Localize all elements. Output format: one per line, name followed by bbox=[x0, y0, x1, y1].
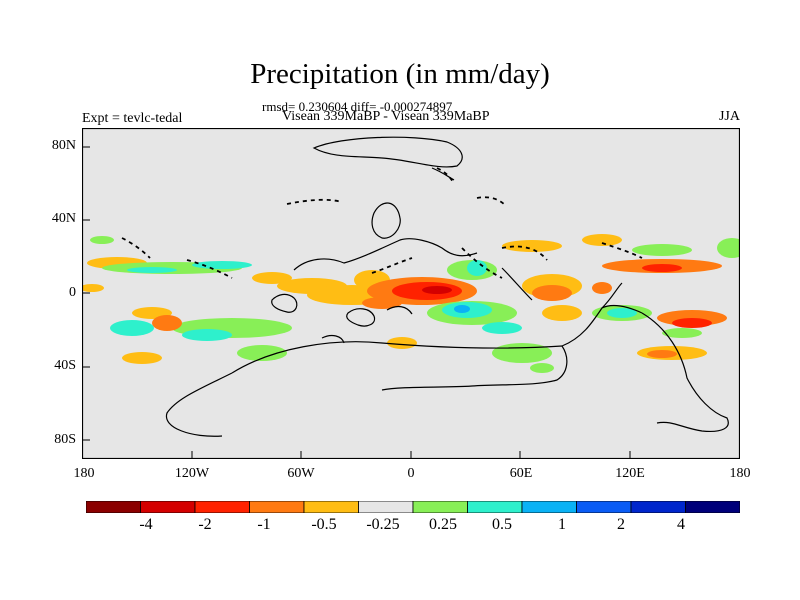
x-tick-label: 60W bbox=[287, 466, 315, 481]
anomaly-blob bbox=[592, 282, 612, 294]
x-tick-label: 0 bbox=[407, 466, 415, 481]
anomaly-blob bbox=[532, 285, 572, 301]
anomaly-blob bbox=[82, 284, 104, 292]
dashed-outlines bbox=[121, 167, 643, 279]
anomaly-blob bbox=[632, 244, 692, 256]
coastline bbox=[231, 304, 643, 374]
x-tick-label: 180 bbox=[73, 466, 95, 481]
precipitation-map bbox=[82, 128, 740, 459]
anomaly-blob bbox=[252, 272, 292, 284]
anomaly-blob bbox=[127, 267, 177, 273]
colorbar-swatch bbox=[140, 501, 196, 513]
colorbar-label: 0.5 bbox=[492, 516, 512, 533]
colorbar-label: 2 bbox=[617, 516, 625, 533]
colorbar-label: -4 bbox=[139, 516, 153, 533]
anomaly-blob bbox=[482, 322, 522, 334]
anomaly-blob bbox=[152, 315, 182, 331]
x-tick-label: 180 bbox=[729, 466, 751, 481]
island-outline bbox=[371, 257, 413, 274]
anomaly-blob bbox=[237, 345, 287, 361]
island-outline bbox=[601, 242, 643, 259]
anomaly-blob bbox=[422, 286, 452, 294]
colorbar-swatch bbox=[685, 501, 740, 513]
coastline bbox=[271, 293, 298, 313]
anomaly-blob bbox=[492, 343, 552, 363]
anomaly-blob bbox=[582, 234, 622, 246]
x-tick-label: 120E bbox=[615, 466, 645, 481]
island-outline bbox=[461, 247, 503, 279]
colorbar bbox=[86, 501, 740, 513]
colorbar-swatch bbox=[358, 501, 414, 513]
anomaly-blob bbox=[662, 328, 702, 338]
colorbar-label: -2 bbox=[198, 516, 212, 533]
colorbar-swatch bbox=[194, 501, 250, 513]
coastline bbox=[165, 372, 233, 437]
anomaly-blob bbox=[122, 352, 162, 364]
anomaly-blob bbox=[542, 305, 582, 321]
coastline bbox=[293, 238, 478, 271]
island-outline bbox=[121, 237, 151, 259]
colorbar-swatch bbox=[249, 501, 305, 513]
anomaly-blob bbox=[387, 337, 417, 349]
coastline bbox=[386, 305, 413, 315]
y-tick-label: 40S bbox=[54, 358, 76, 373]
y-tick-label: 0 bbox=[69, 285, 76, 300]
anomaly-blob bbox=[717, 238, 740, 258]
coastline bbox=[321, 334, 345, 344]
subtitle: Visean 339MaBP - Visean 339MaBP bbox=[282, 109, 490, 124]
island-outline bbox=[501, 245, 548, 261]
season-label: JJA bbox=[718, 109, 740, 124]
anomaly-blob bbox=[362, 297, 402, 309]
colorbar-swatch bbox=[467, 501, 523, 513]
axis-ticks bbox=[82, 146, 631, 459]
x-tick-label: 120W bbox=[174, 466, 210, 481]
anomaly-fields bbox=[82, 234, 740, 373]
coastline bbox=[346, 308, 376, 327]
anomaly-blob bbox=[502, 240, 562, 252]
coastline bbox=[501, 267, 533, 301]
anomaly-blob bbox=[647, 350, 677, 358]
x-tick-label: 60E bbox=[509, 466, 533, 481]
anomaly-blob bbox=[530, 363, 554, 373]
coastline bbox=[312, 136, 463, 168]
anomaly-blob bbox=[182, 329, 232, 341]
experiment-label: Expt = tevlc-tedal bbox=[82, 111, 183, 126]
colorbar-swatch bbox=[521, 501, 577, 513]
anomaly-blob bbox=[467, 260, 487, 276]
colorbar-swatch bbox=[303, 501, 359, 513]
coastline bbox=[431, 167, 455, 181]
coastline bbox=[641, 312, 729, 433]
colorbar-swatch bbox=[576, 501, 632, 513]
colorbar-label: -1 bbox=[257, 516, 271, 533]
island-outline bbox=[476, 196, 505, 205]
coastline bbox=[381, 345, 568, 391]
y-tick-label: 40N bbox=[51, 211, 76, 226]
y-tick-label: 80S bbox=[54, 432, 76, 447]
anomaly-blob bbox=[192, 261, 252, 269]
island-outline bbox=[286, 198, 343, 205]
anomaly-blob bbox=[672, 318, 712, 328]
colorbar-swatch bbox=[412, 501, 468, 513]
coastlines bbox=[165, 136, 729, 437]
stats-line: rmsd= 0.230604 diff= -0.000274897 bbox=[262, 99, 453, 114]
anomaly-blob bbox=[454, 305, 470, 313]
coastline bbox=[371, 202, 401, 239]
anomaly-blob bbox=[90, 236, 114, 244]
island-outline bbox=[436, 167, 455, 185]
island-outline bbox=[186, 259, 233, 279]
colorbar-label: 1 bbox=[558, 516, 566, 533]
anomaly-blob bbox=[110, 320, 154, 336]
colorbar-label: 4 bbox=[677, 516, 685, 533]
colorbar-label: -0.5 bbox=[311, 516, 337, 533]
coastline bbox=[601, 282, 623, 309]
colorbar-label: 0.25 bbox=[429, 516, 457, 533]
colorbar-label: -0.25 bbox=[366, 516, 400, 533]
plot-title: Precipitation (in mm/day) bbox=[250, 58, 550, 90]
y-tick-label: 80N bbox=[51, 138, 76, 153]
anomaly-blob bbox=[607, 308, 637, 318]
colorbar-swatch bbox=[630, 501, 686, 513]
anomaly-blob bbox=[642, 264, 682, 272]
colorbar-swatch bbox=[86, 501, 141, 513]
